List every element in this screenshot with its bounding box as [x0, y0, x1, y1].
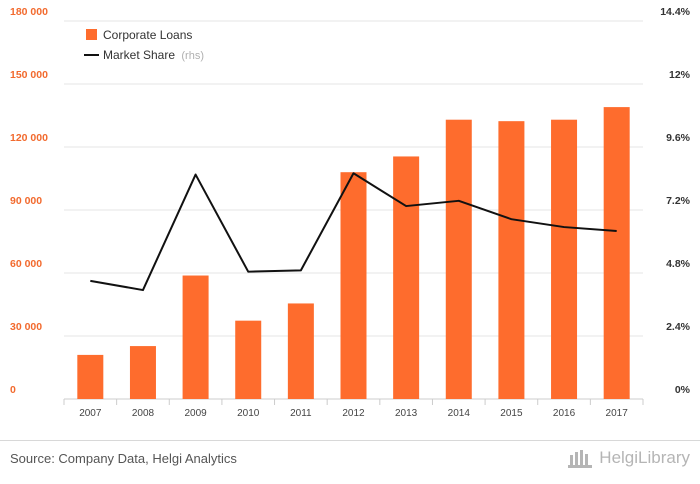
footer: Source: Company Data, Helgi Analytics He…	[0, 440, 700, 484]
legend-label-market-share-suffix: (rhs)	[181, 50, 204, 62]
x-tick-label: 2016	[553, 408, 576, 419]
x-tick-label: 2017	[606, 408, 629, 419]
helgi-library-logo: HelgiLibrary	[567, 447, 690, 469]
left-tick-label: 60 000	[10, 258, 42, 270]
x-tick-label: 2010	[237, 408, 260, 419]
x-tick-label: 2013	[395, 408, 418, 419]
chart: 0 30 000 60 000 90 000 120 000 150 000 180 000…	[10, 6, 691, 419]
bar	[498, 121, 525, 400]
line-series	[90, 172, 617, 292]
bar	[77, 354, 104, 399]
legend-bar-swatch	[86, 29, 97, 40]
left-tick-label: 0	[10, 384, 16, 396]
x-tick-label: 2012	[342, 408, 365, 419]
bar	[287, 303, 314, 399]
x-tick-label: 2008	[132, 408, 155, 419]
x-axis-ticks: 2007 2008 2009 2010 2011 2012 2013 2014 2015 2016…	[63, 399, 644, 419]
right-tick-label: 2.4%	[666, 321, 691, 333]
bar	[235, 320, 262, 399]
bar-series	[77, 107, 630, 400]
bar	[340, 172, 367, 399]
left-tick-label: 30 000	[10, 321, 42, 333]
legend-label-market-share-name: Market Share	[103, 48, 175, 62]
legend-label-corporate-loans: Corporate Loans	[103, 28, 192, 42]
left-axis-ticks: 0 30 000 60 000 90 000 120 000 150 000 180 000	[10, 6, 48, 396]
market-share-line	[90, 172, 617, 292]
right-axis-ticks: 0% 2.4% 4.8% 7.2% 9.6% 12% 14.4%	[660, 6, 690, 396]
x-tick-label: 2007	[79, 408, 102, 419]
source-text: Source: Company Data, Helgi Analytics	[10, 451, 237, 466]
bar	[445, 119, 472, 399]
left-tick-label: 120 000	[10, 132, 48, 144]
legend: Corporate Loans Market Share (rhs)	[84, 28, 204, 62]
x-tick-label: 2014	[448, 408, 471, 419]
bar	[603, 107, 630, 399]
library-building-icon	[568, 450, 593, 468]
x-tick-label: 2011	[290, 408, 312, 419]
left-tick-label: 150 000	[10, 69, 48, 81]
x-tick-label: 2009	[184, 408, 207, 419]
right-tick-label: 7.2%	[666, 195, 691, 207]
left-tick-label: 90 000	[10, 195, 42, 207]
right-tick-label: 14.4%	[660, 6, 690, 18]
right-tick-label: 9.6%	[666, 132, 691, 144]
bar	[182, 275, 209, 399]
bar	[551, 119, 578, 399]
legend-label-market-share: Market Share (rhs)	[103, 48, 204, 62]
right-tick-label: 4.8%	[666, 258, 691, 270]
bar	[393, 156, 420, 399]
right-tick-label: 0%	[675, 384, 691, 396]
x-tick-label: 2015	[500, 408, 523, 419]
logo-text: HelgiLibrary	[599, 448, 690, 467]
right-tick-label: 12%	[669, 69, 691, 81]
left-tick-label: 180 000	[10, 6, 48, 18]
bar	[129, 346, 156, 399]
